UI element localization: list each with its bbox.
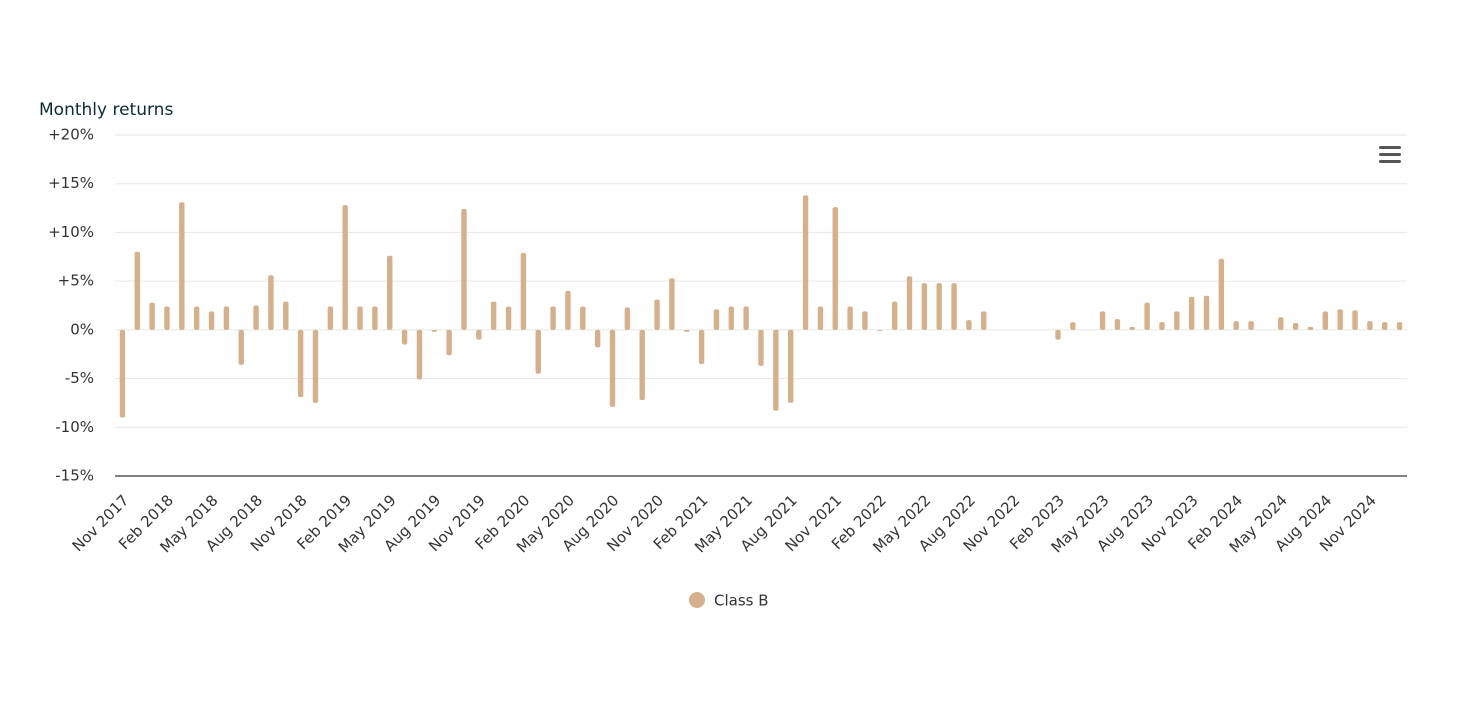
bar: [698, 329, 705, 364]
bar: [505, 306, 512, 330]
bar: [490, 301, 497, 330]
bar: [669, 278, 675, 330]
bar: [713, 309, 720, 330]
bar: [1070, 322, 1076, 330]
bar: [773, 329, 779, 411]
bar: [253, 305, 259, 330]
bar: [1055, 329, 1061, 340]
bar: [312, 329, 319, 403]
bar: [179, 202, 185, 330]
bar: [1233, 321, 1239, 330]
y-tick-label: +10%: [48, 223, 94, 241]
bar: [1248, 321, 1254, 330]
bar: [1188, 296, 1195, 330]
bar: [1322, 311, 1329, 330]
menu-line[interactable]: [1379, 160, 1401, 163]
bar: [387, 255, 393, 330]
bar: [1144, 302, 1150, 330]
bar: [119, 329, 126, 418]
bar: [565, 290, 571, 330]
bar: [1129, 326, 1135, 330]
bar: [1307, 326, 1314, 330]
bar: [149, 302, 155, 330]
bar: [416, 329, 423, 380]
y-tick-label: -15%: [55, 467, 94, 485]
y-tick-label: +5%: [58, 272, 94, 290]
bar: [431, 329, 437, 332]
bar: [357, 306, 363, 330]
bar: [1203, 295, 1210, 330]
bar: [1278, 317, 1284, 330]
bar: [297, 329, 304, 398]
bar: [268, 275, 274, 330]
bar: [728, 306, 734, 330]
bar: [1114, 319, 1121, 330]
y-tick-label: +15%: [48, 174, 94, 192]
bar: [238, 329, 244, 365]
y-tick-label: -5%: [65, 369, 94, 387]
bar: [594, 329, 601, 348]
bar: [164, 306, 170, 330]
bar: [906, 276, 913, 330]
bar: [327, 306, 334, 330]
bar: [802, 195, 809, 330]
bar: [684, 329, 690, 332]
bar: [446, 329, 452, 356]
bar: [193, 306, 200, 330]
bar: [654, 299, 660, 330]
bar: [966, 320, 972, 330]
menu-line[interactable]: [1379, 153, 1401, 156]
bar: [788, 329, 794, 403]
bar: [1159, 322, 1165, 330]
bar: [624, 307, 631, 330]
bar: [877, 329, 883, 331]
bar: [951, 283, 957, 330]
y-tick-label: 0%: [70, 320, 94, 338]
bar: [372, 306, 378, 330]
bar: [283, 301, 289, 330]
bar: [1352, 310, 1358, 330]
bar: [208, 311, 215, 330]
bar: [342, 205, 348, 330]
menu-button[interactable]: [1372, 138, 1408, 170]
bar: [817, 306, 824, 330]
y-tick-label: +20%: [48, 126, 94, 144]
bar: [535, 329, 541, 374]
bar: [936, 283, 942, 330]
bar: [580, 306, 586, 330]
bar: [639, 329, 645, 401]
bar: [223, 306, 230, 330]
bar: [609, 329, 616, 407]
bar: [476, 329, 482, 340]
bar: [1396, 322, 1403, 330]
legend-marker: [689, 592, 705, 608]
bar: [862, 311, 868, 330]
bar: [1099, 311, 1106, 330]
bar: [758, 329, 764, 366]
bar: [981, 311, 987, 330]
bar: [743, 306, 749, 330]
bar: [461, 209, 467, 330]
bar: [1218, 258, 1225, 330]
bar: [832, 207, 838, 330]
chart-title: Monthly returns: [39, 100, 173, 120]
menu-line[interactable]: [1379, 146, 1401, 149]
bar: [1367, 321, 1373, 330]
bar: [891, 301, 898, 330]
bar: [134, 251, 140, 330]
bar: [847, 306, 853, 330]
bar: [1337, 309, 1343, 330]
bar: [1382, 322, 1388, 330]
bar: [401, 329, 408, 345]
y-tick-label: -10%: [55, 418, 94, 436]
bar: [921, 283, 928, 330]
bar: [550, 306, 556, 330]
bar: [1174, 311, 1180, 330]
bar: [520, 252, 527, 330]
legend-label: Class B: [714, 592, 769, 610]
bar: [1292, 323, 1299, 330]
